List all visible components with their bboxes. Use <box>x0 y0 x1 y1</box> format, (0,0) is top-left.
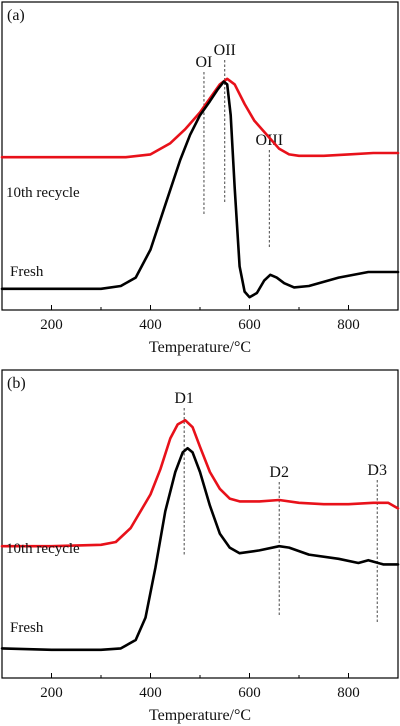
panel-a-series-label-fresh: Fresh <box>10 264 44 280</box>
panel-b-x-axis-label: Temperature/°C <box>149 707 251 724</box>
x-tick-label-600: 600 <box>238 685 261 701</box>
peak-label-oi: OI <box>196 54 213 71</box>
x-tick-label-400: 400 <box>139 317 162 333</box>
panel-b-peak-guides: D1 D2 D3 <box>174 390 387 622</box>
x-tick-label-800: 800 <box>337 317 360 333</box>
panel-a-x-tick-labels: 200 400 600 800 <box>40 317 360 333</box>
panel-a-series-label-recycle: 10th recycle <box>6 185 80 201</box>
panel-b-series-lines <box>0 418 400 652</box>
peak-label-d3: D3 <box>367 462 387 479</box>
panel-b-frame <box>1 369 399 679</box>
panel-b-series-label-recycle: 10th recycle <box>6 541 80 557</box>
peak-label-oiii: OIII <box>256 132 284 149</box>
x-tick-label-800: 800 <box>337 685 360 701</box>
peak-label-oii: OII <box>214 42 236 59</box>
panel-b-series-label-fresh: Fresh <box>10 620 44 636</box>
panel-a-x-axis-label: Temperature/°C <box>149 339 251 356</box>
series-line-recycle <box>0 418 400 548</box>
panel-b-x-tick-labels: 200 400 600 800 <box>40 685 360 701</box>
series-line-recycle <box>0 77 400 159</box>
panel-b-x-ticks <box>51 673 349 678</box>
x-tick-label-200: 200 <box>40 317 63 333</box>
series-line-fresh <box>0 80 400 299</box>
panel-b-label: (b) <box>7 375 26 392</box>
x-tick-label-400: 400 <box>139 685 162 701</box>
peak-label-d1: D1 <box>174 390 194 407</box>
panel-b: (b) 200 400 600 800 D1 D2 D3 10th recycle Fre… <box>0 369 400 724</box>
panel-a-x-ticks <box>51 305 349 310</box>
peak-label-d2: D2 <box>269 464 289 481</box>
x-tick-label-600: 600 <box>238 317 261 333</box>
panel-a-series-lines <box>0 77 400 299</box>
series-line-fresh <box>0 446 400 652</box>
panel-a-label: (a) <box>7 7 25 24</box>
x-tick-label-200: 200 <box>40 685 63 701</box>
